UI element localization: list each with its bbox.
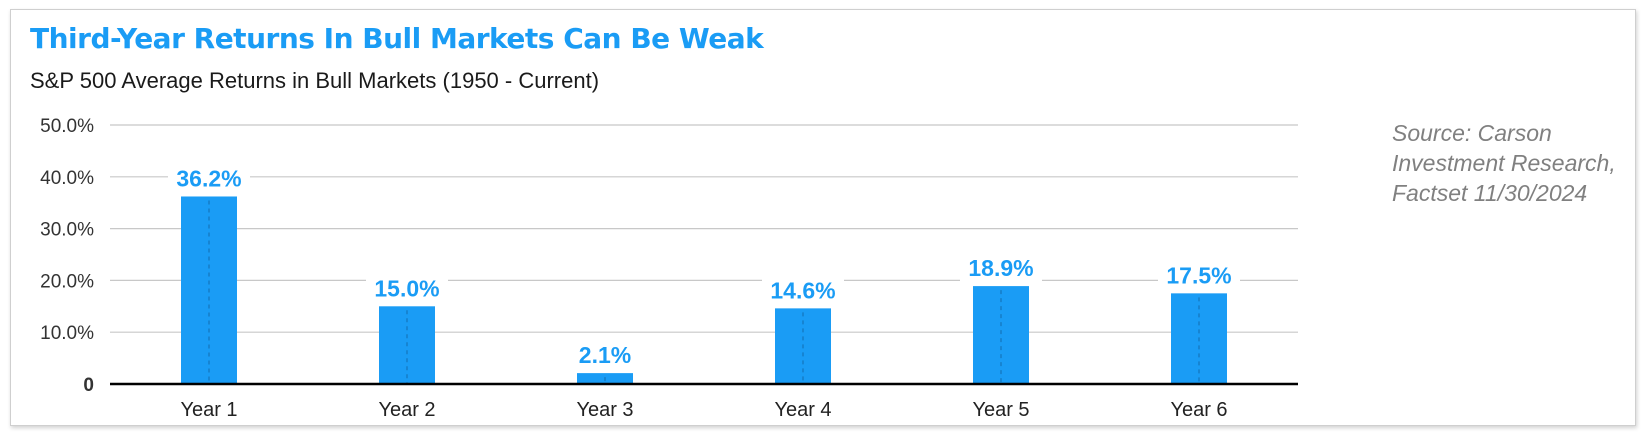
x-tick-label: Year 1 <box>180 399 237 421</box>
data-label-bg <box>168 162 250 193</box>
data-label: 36.2% <box>176 165 241 191</box>
chart-title: Third-Year Returns In Bull Markets Can B… <box>30 22 764 55</box>
x-tick-label: Year 3 <box>576 399 633 421</box>
data-label: 18.9% <box>968 255 1033 281</box>
data-label-bg <box>571 339 639 370</box>
y-tick-label: 40.0% <box>40 168 94 189</box>
source-note: Source: Carson Investment Research, Fact… <box>1392 120 1616 206</box>
bar <box>973 286 1029 384</box>
data-label-bg <box>960 252 1042 283</box>
x-tick-label: Year 4 <box>774 399 831 421</box>
y-tick-label: 50.0% <box>40 116 94 137</box>
data-label-bg <box>762 274 844 305</box>
y-tick-label: 20.0% <box>40 271 94 292</box>
y-tick-label: 10.0% <box>40 323 94 344</box>
data-label: 15.0% <box>374 275 439 301</box>
data-label-bg <box>366 272 448 303</box>
chart-subtitle: S&P 500 Average Returns in Bull Markets … <box>30 68 600 93</box>
data-label-bg <box>1158 259 1240 290</box>
y-tick-label: 0 <box>83 375 94 396</box>
data-label: 17.5% <box>1166 262 1231 288</box>
data-label: 2.1% <box>579 342 631 368</box>
y-tick-label: 30.0% <box>40 220 94 241</box>
x-tick-label: Year 6 <box>1170 399 1227 421</box>
data-label: 14.6% <box>770 277 835 303</box>
x-tick-label: Year 5 <box>972 399 1029 421</box>
x-tick-label: Year 2 <box>378 399 435 421</box>
